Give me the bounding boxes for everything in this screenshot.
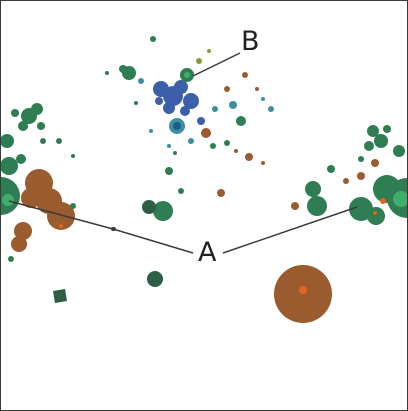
node-circle: [184, 72, 190, 78]
node-circle: [364, 141, 374, 151]
node-circle: [393, 145, 405, 157]
node-circle: [1, 157, 18, 175]
node-circle: [291, 202, 299, 210]
node-circle: [153, 201, 173, 221]
node-circle: [380, 198, 386, 204]
node-circle: [11, 109, 19, 117]
node-circle: [180, 106, 190, 116]
node-circle: [14, 222, 32, 240]
top-cluster: [105, 36, 274, 165]
node-circle: [358, 156, 364, 162]
node-circle: [229, 101, 237, 109]
middle-nodes: [53, 167, 225, 303]
node-circle: [367, 207, 385, 225]
node-circle: [224, 140, 230, 146]
callout-dot: [111, 227, 115, 231]
large-node: [274, 265, 332, 323]
node-circle: [383, 125, 391, 133]
node-circle: [196, 58, 202, 64]
left-cluster: [1, 103, 76, 262]
node-circle: [40, 138, 46, 144]
node-circle: [343, 178, 349, 184]
right-cluster: [291, 125, 407, 225]
node-circle: [374, 134, 388, 148]
node-circle: [173, 151, 177, 155]
node-circle: [261, 97, 265, 101]
node-circle: [393, 191, 407, 207]
node-circle: [37, 122, 45, 130]
node-circle: [236, 116, 246, 126]
node-circle: [299, 286, 307, 294]
node-circle: [16, 154, 26, 164]
node-circle: [197, 117, 205, 125]
node-circle: [234, 149, 238, 153]
node-circle: [217, 189, 225, 197]
node-circle: [210, 143, 216, 149]
callout-label-b: B: [241, 26, 260, 57]
node-circle: [47, 202, 75, 230]
node-circle: [149, 129, 153, 133]
node-circle: [1, 134, 14, 148]
callout-line-b: [192, 52, 241, 77]
node-circle: [178, 188, 184, 194]
node-circle: [188, 138, 194, 144]
node-circle: [268, 106, 274, 112]
node-circle: [371, 159, 379, 167]
node-circle: [138, 78, 144, 84]
node-circle: [155, 97, 163, 105]
node-circle: [2, 194, 14, 206]
node-circle: [134, 101, 138, 105]
node-circle: [147, 271, 163, 287]
node-circle: [31, 103, 43, 115]
node-circle: [327, 165, 335, 173]
node-circle: [224, 86, 230, 92]
node-circle: [307, 196, 327, 216]
node-circle: [165, 167, 173, 175]
node-circle: [357, 172, 365, 180]
node-circle: [173, 122, 181, 130]
node-circle: [255, 87, 259, 91]
node-circle: [201, 128, 211, 138]
node-circle: [8, 256, 14, 262]
node-circle: [18, 121, 28, 131]
node-circle: [71, 154, 75, 158]
callout-label-a: A: [198, 237, 217, 268]
node-circle: [174, 80, 188, 94]
node-shape: [53, 289, 67, 303]
node-circle: [56, 138, 62, 144]
callout-line-a-right: [222, 206, 358, 254]
node-circle: [150, 36, 156, 42]
node-circle: [11, 236, 27, 252]
callout-lines: [8, 52, 358, 254]
node-circle: [212, 106, 218, 112]
node-circle: [349, 197, 373, 221]
node-circle: [59, 224, 63, 228]
node-circle: [119, 65, 127, 73]
node-circle: [142, 200, 156, 214]
node-circle: [373, 211, 377, 215]
node-circle: [207, 49, 211, 53]
node-circle: [242, 72, 248, 78]
node-circle: [167, 144, 171, 148]
node-circle: [70, 203, 76, 209]
node-circle: [261, 161, 265, 165]
node-circle: [367, 125, 379, 137]
node-circle: [21, 188, 41, 208]
node-circle: [105, 71, 109, 75]
node-circle: [163, 102, 175, 114]
node-circle: [183, 93, 199, 109]
node-circle: [245, 153, 253, 161]
node-circle: [305, 181, 321, 197]
